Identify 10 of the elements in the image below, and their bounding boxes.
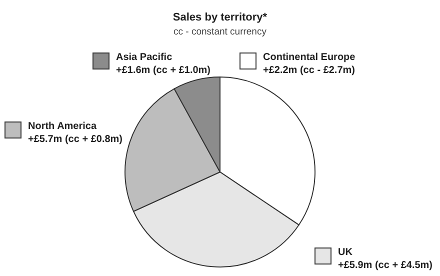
data-label: +£1.6m (cc + £1.0m) — [116, 65, 211, 76]
chart-subtitle: cc - constant currency — [174, 26, 267, 38]
data-label: +£2.2m (cc - £2.7m) — [263, 65, 355, 76]
data-label: +£5.7m (cc + £0.8m) — [28, 134, 123, 145]
legend-label: North America — [28, 121, 97, 132]
legend-label: Continental Europe — [263, 52, 356, 63]
legend-label: UK — [338, 247, 354, 258]
chart-title: Sales by territory* — [172, 12, 268, 24]
legend-label: Asia Pacific — [116, 52, 173, 63]
data-label: +£5.9m (cc + £4.5m) — [338, 260, 433, 271]
